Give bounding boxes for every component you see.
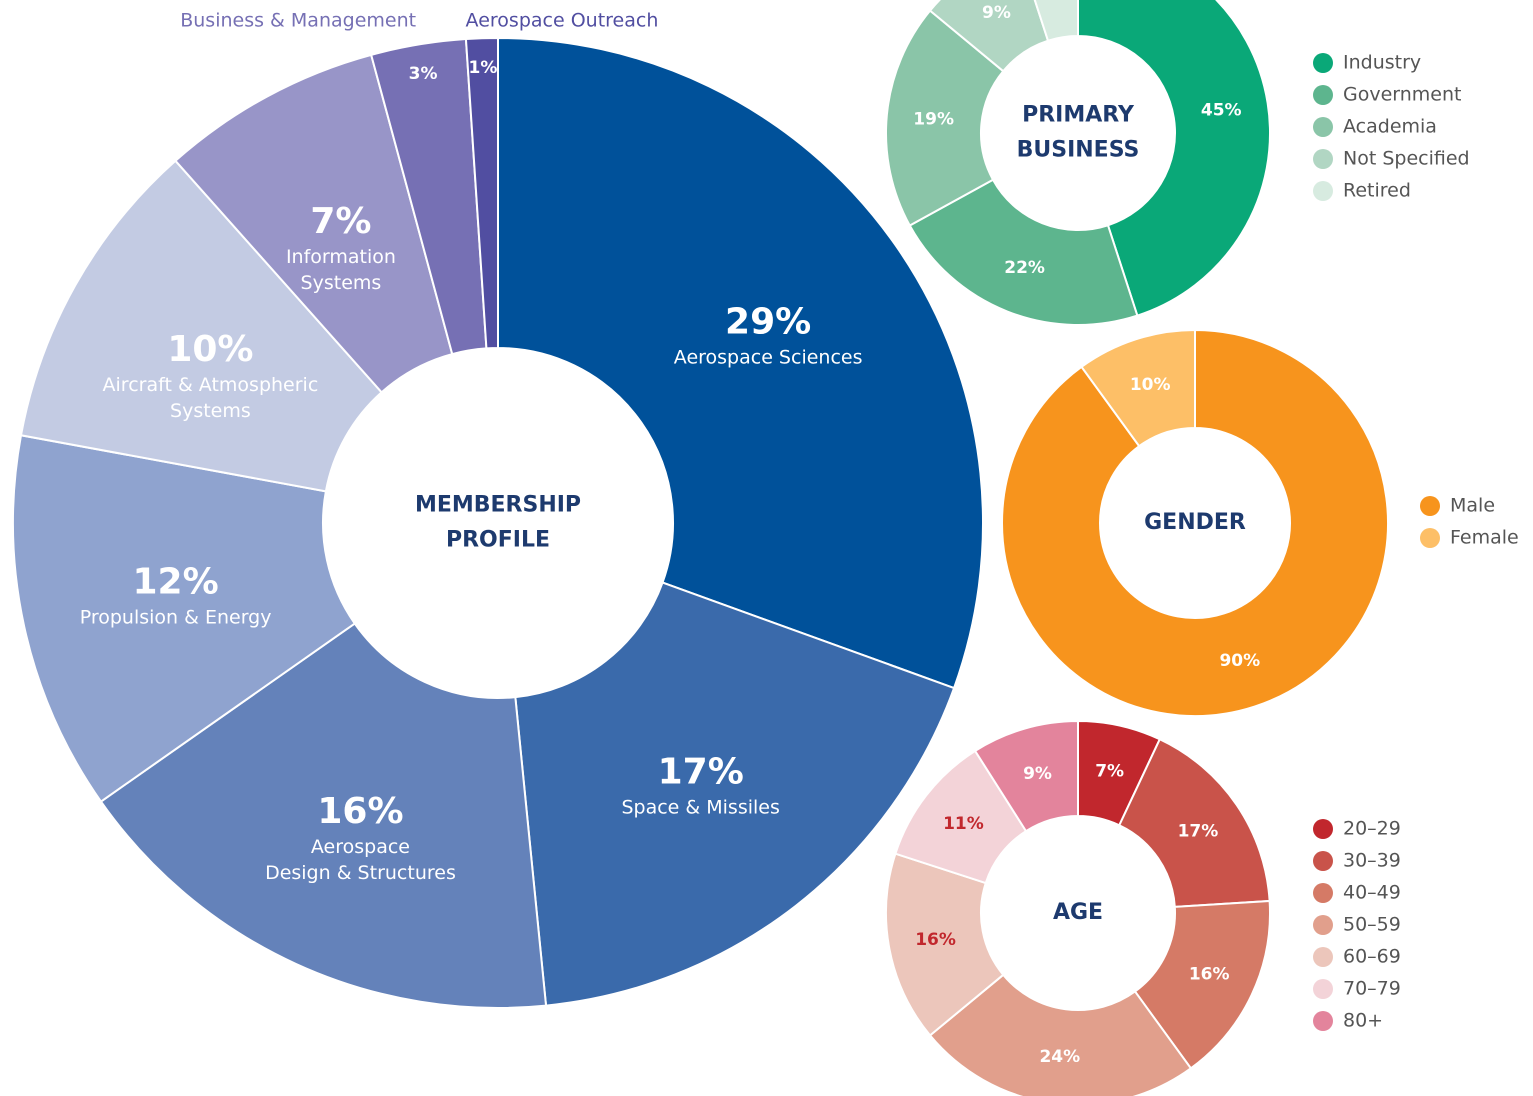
value-label: 16% xyxy=(915,930,956,950)
donut-segment xyxy=(928,973,1193,1096)
donut-segment xyxy=(1033,0,1079,43)
category-label: Aircraft & Atmospheric Systems xyxy=(103,374,319,422)
donut-segment xyxy=(12,434,357,803)
value-label: 22% xyxy=(1004,258,1045,278)
value-label: 7% xyxy=(1095,761,1124,781)
value-label: 16% xyxy=(1189,965,1230,985)
donut-segment xyxy=(885,9,1005,227)
donut-segment xyxy=(19,159,384,493)
legend-label: Government xyxy=(1343,84,1462,106)
legend-label: Not Specified xyxy=(1343,148,1470,170)
value-label: 24% xyxy=(1039,1047,1080,1067)
legend-swatch xyxy=(1313,181,1333,201)
value-label: 7% xyxy=(310,201,371,242)
value-label: 16% xyxy=(317,791,403,832)
donut-segment xyxy=(1001,328,1389,717)
donut-segment xyxy=(497,36,984,690)
donut-segment xyxy=(1077,0,1271,317)
value-label: 17% xyxy=(658,751,744,792)
value-label: 9% xyxy=(982,3,1011,23)
legend-label: 40–49 xyxy=(1343,882,1401,904)
legend-label: 50–59 xyxy=(1343,914,1401,936)
category-label: Space & Missiles xyxy=(621,796,779,818)
value-label: 12% xyxy=(133,561,219,602)
value-label: 19% xyxy=(913,109,954,129)
category-label: Aerospace Outreach xyxy=(466,10,659,32)
legend-label: 30–39 xyxy=(1343,850,1401,872)
legend-label: Male xyxy=(1450,495,1495,517)
legend-label: Female xyxy=(1450,527,1519,549)
value-label: 90% xyxy=(1219,651,1260,671)
donut-segment xyxy=(973,719,1079,833)
donut-segment xyxy=(1080,328,1196,448)
value-label: 9% xyxy=(1023,764,1052,784)
legend-swatch xyxy=(1313,979,1333,999)
donut-segment xyxy=(514,581,956,1007)
legend-swatch xyxy=(1313,947,1333,967)
legend-swatch xyxy=(1420,528,1440,548)
legend-label: 80+ xyxy=(1343,1010,1383,1032)
category-label: Propulsion & Energy xyxy=(80,606,272,628)
donut-segment xyxy=(908,178,1139,326)
value-label: 29% xyxy=(725,301,811,342)
donut-segment xyxy=(464,36,499,350)
category-label: Aerospace Sciences xyxy=(674,346,863,368)
legend-swatch xyxy=(1313,915,1333,935)
category-label: Business & Management xyxy=(180,10,416,32)
value-label: 17% xyxy=(1178,821,1219,841)
legend-label: Industry xyxy=(1343,52,1421,74)
legend-swatch xyxy=(1313,149,1333,169)
legend-swatch xyxy=(1313,819,1333,839)
donut-segment xyxy=(885,852,1005,1037)
value-label: 10% xyxy=(167,329,253,370)
legend-swatch xyxy=(1420,496,1440,516)
value-label: 1% xyxy=(469,58,498,78)
donut-segment xyxy=(1133,899,1271,1070)
legend-swatch xyxy=(1313,1011,1333,1031)
donut-segment xyxy=(99,622,548,1009)
legend-swatch xyxy=(1313,117,1333,137)
donut-segment xyxy=(174,53,454,394)
legend-swatch xyxy=(1313,53,1333,73)
legend-label: Academia xyxy=(1343,116,1437,138)
legend-swatch xyxy=(1313,85,1333,105)
value-label: 10% xyxy=(1130,375,1171,395)
category-label: Information Systems xyxy=(286,245,396,293)
legend-swatch xyxy=(1313,851,1333,871)
legend-label: 20–29 xyxy=(1343,818,1401,840)
value-label: 45% xyxy=(1201,100,1242,120)
donut-title: MEMBERSHIP PROFILE xyxy=(415,493,581,553)
donut-title: PRIMARY BUSINESS xyxy=(1017,103,1140,163)
donut-segment xyxy=(1117,737,1271,908)
legend-label: Retired xyxy=(1343,180,1411,202)
value-label: 3% xyxy=(409,64,438,84)
legend-swatch xyxy=(1313,883,1333,903)
value-label: 11% xyxy=(943,814,984,834)
donut-title: AGE xyxy=(1053,900,1103,925)
legend-label: 60–69 xyxy=(1343,946,1401,968)
donut-title: GENDER xyxy=(1144,510,1246,535)
category-label: Aerospace Design & Structures xyxy=(265,835,456,883)
donut-segment xyxy=(928,0,1050,73)
legend-label: 70–79 xyxy=(1343,978,1401,1000)
